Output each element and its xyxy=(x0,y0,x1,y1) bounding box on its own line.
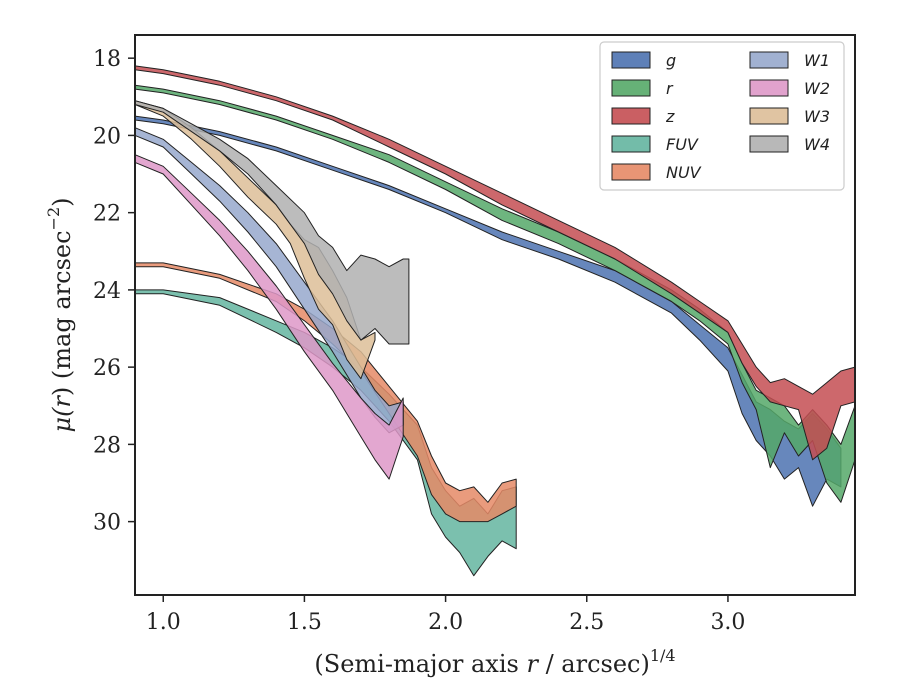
legend-label-w2: W2 xyxy=(804,79,830,98)
legend-label-z: z xyxy=(665,107,675,126)
legend-swatch-w2 xyxy=(749,79,789,97)
profile-bands xyxy=(134,65,856,577)
y-axis-title: μ(r) (mag arcsec−2) xyxy=(44,197,76,432)
legend-swatch-w3 xyxy=(749,107,789,125)
y-tick-label: 22 xyxy=(93,202,121,227)
y-tick-label: 30 xyxy=(93,511,121,536)
y-tick-label: 24 xyxy=(93,279,121,304)
x-tick-label: 2.0 xyxy=(428,610,463,635)
plot-frame xyxy=(134,34,856,596)
y-tick-label: 28 xyxy=(93,433,121,458)
legend-box xyxy=(599,41,845,191)
legend-swatch-r xyxy=(611,79,651,97)
band-w3 xyxy=(134,100,376,380)
x-axis-ticks: 1.0 1.5 2.0 2.5 3.0 xyxy=(146,595,745,635)
x-tick-label: 2.5 xyxy=(569,610,604,635)
legend-label-g: g xyxy=(666,51,676,70)
x-tick-label: 1.5 xyxy=(287,610,322,635)
x-axis-title: (Semi-major axis r / arcsec)1/4 xyxy=(314,646,675,678)
legend-swatch-fuv xyxy=(611,135,651,153)
legend-swatch-z xyxy=(611,107,651,125)
legend-label-w1: W1 xyxy=(804,51,830,70)
band-w2 xyxy=(134,154,404,480)
legend-label-r: r xyxy=(666,79,674,98)
y-axis-ticks: 18 20 22 24 26 28 30 xyxy=(93,47,135,536)
legend-label-w3: W3 xyxy=(804,107,830,126)
legend-swatch-g xyxy=(611,51,651,69)
y-tick-label: 20 xyxy=(93,124,121,149)
y-tick-label: 18 xyxy=(93,47,121,72)
legend-label-fuv: FUV xyxy=(666,135,699,154)
legend-label-w4: W4 xyxy=(804,135,830,154)
y-tick-label: 26 xyxy=(93,356,121,381)
legend-swatch-w1 xyxy=(749,51,789,69)
legend: grz FUV NUV W1 W2 W3 W4 xyxy=(599,41,845,191)
x-tick-label: 3.0 xyxy=(710,610,745,635)
legend-swatch-nuv xyxy=(611,163,651,181)
band-w4 xyxy=(134,100,410,345)
x-tick-label: 1.0 xyxy=(146,610,181,635)
legend-label-nuv: NUV xyxy=(666,163,702,182)
legend-swatch-w4 xyxy=(749,135,789,153)
